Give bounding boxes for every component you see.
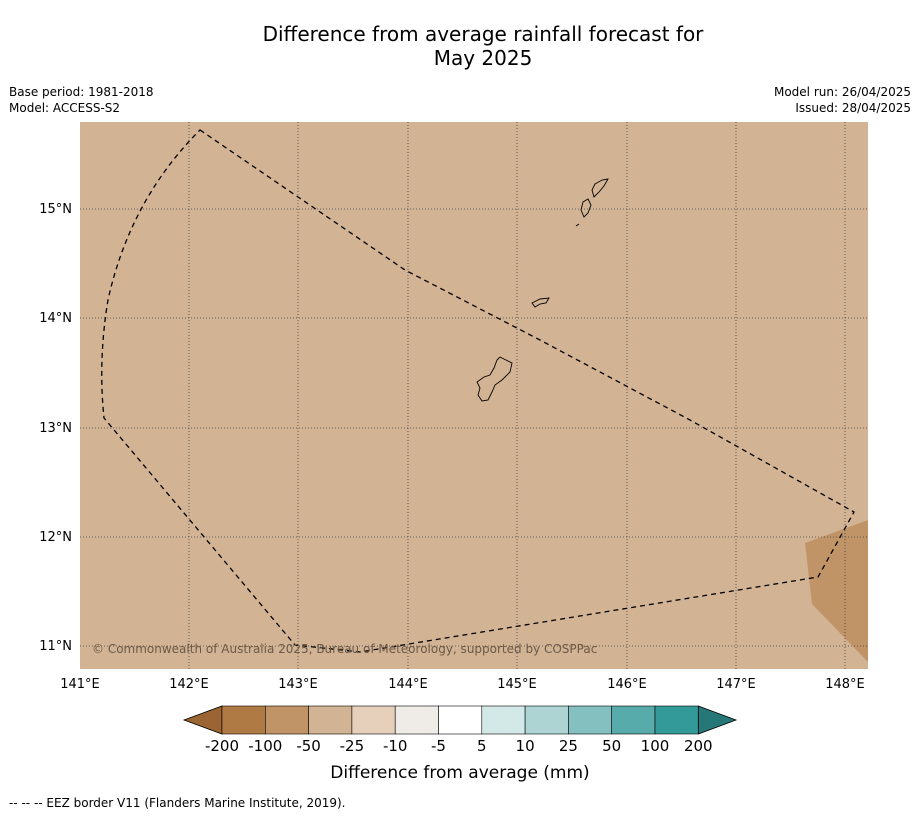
colorbar-extend-low: [182, 705, 223, 735]
colorbar-swatch: [481, 705, 526, 735]
colorbar-swatch: [308, 705, 353, 735]
colorbar-swatch: [438, 705, 483, 735]
colorbar-swatch: [351, 705, 396, 735]
map-area: [80, 122, 868, 669]
colorbar-swatch: [654, 705, 699, 735]
lat-tick: 12°N: [39, 530, 72, 545]
colorbar-label: -25: [340, 737, 365, 755]
lon-tick: 145°E: [497, 677, 537, 692]
colorbar-swatch: [221, 705, 266, 735]
colorbar-label: -10: [383, 737, 408, 755]
colorbar-swatch: [611, 705, 656, 735]
base-period: Base period: 1981-2018: [9, 85, 154, 99]
islands: [476, 178, 609, 402]
title-line-1: Difference from average rainfall forecas…: [262, 22, 704, 46]
colorbar-title: Difference from average (mm): [330, 763, 589, 783]
colorbar-swatch: [264, 705, 309, 735]
colorbar: [182, 705, 738, 735]
island-guam: [476, 356, 513, 402]
colorbar-label: 200: [684, 737, 713, 755]
colorbar-label: -50: [296, 737, 321, 755]
colorbar-label: -100: [248, 737, 282, 755]
footer-note: -- -- -- EEZ border V11 (Flanders Marine…: [9, 796, 346, 810]
colorbar-swatch: [524, 705, 569, 735]
colorbar-label: 100: [641, 737, 670, 755]
island-rota: [531, 297, 550, 308]
lon-tick: 142°E: [169, 677, 209, 692]
lat-tick: 13°N: [39, 421, 72, 436]
lat-tick: 11°N: [39, 639, 72, 654]
rainfall-anomaly-patch: [805, 520, 868, 662]
colorbar-label: 25: [559, 737, 578, 755]
copyright-text: © Commonwealth of Australia 2025, Bureau…: [92, 642, 597, 656]
lon-tick: 147°E: [716, 677, 756, 692]
lon-tick: 143°E: [278, 677, 318, 692]
eez-border: [101, 129, 855, 653]
colorbar-label: -200: [205, 737, 239, 755]
lat-tick: 14°N: [39, 311, 72, 326]
colorbar-label: -5: [431, 737, 446, 755]
lon-tick: 146°E: [607, 677, 647, 692]
colorbar-swatch: [568, 705, 613, 735]
island-aguijan: [575, 223, 580, 227]
lat-ticks: 15°N 14°N 13°N 12°N 11°N: [39, 202, 72, 654]
gridlines: [80, 122, 868, 669]
title-line-2: May 2025: [433, 46, 533, 70]
island-tinian: [580, 198, 592, 218]
colorbar-swatch: [394, 705, 439, 735]
issued-date: Issued: 28/04/2025: [795, 101, 911, 115]
lon-tick: 148°E: [825, 677, 865, 692]
lon-tick: 141°E: [60, 677, 100, 692]
island-saipan: [591, 178, 609, 198]
colorbar-label: 5: [477, 737, 487, 755]
info-right: Model run: 26/04/2025 Issued: 28/04/2025: [774, 84, 911, 116]
info-left: Base period: 1981-2018 Model: ACCESS-S2: [9, 84, 154, 116]
colorbar-extend-high: [697, 705, 738, 735]
lat-tick: 15°N: [39, 202, 72, 217]
lon-tick: 144°E: [388, 677, 428, 692]
colorbar-labels: -200 -100 -50 -25 -10 -5 5 10 25 50 100 …: [205, 737, 713, 755]
model-name: Model: ACCESS-S2: [9, 101, 121, 115]
colorbar-label: 50: [602, 737, 621, 755]
map-title: Difference from average rainfall forecas…: [0, 22, 919, 70]
colorbar-label: 10: [516, 737, 535, 755]
model-run: Model run: 26/04/2025: [773, 85, 911, 99]
lon-ticks: 141°E 142°E 143°E 144°E 145°E 146°E 147°…: [60, 677, 865, 692]
